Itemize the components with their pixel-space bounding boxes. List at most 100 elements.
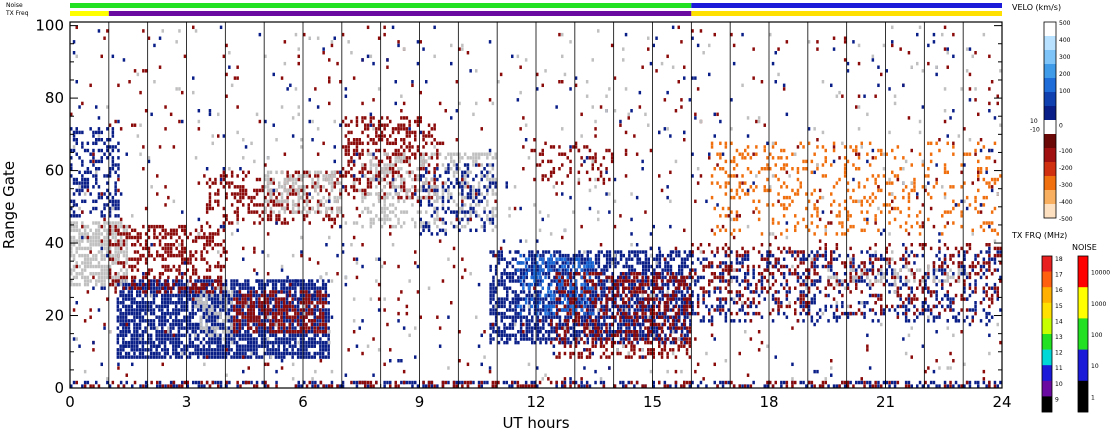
echo-cell	[422, 130, 425, 135]
echo-cell	[164, 246, 167, 251]
echo-cell	[664, 333, 667, 338]
echo-cell	[377, 159, 381, 164]
echo-cell	[316, 319, 319, 323]
echo-cell	[575, 286, 578, 290]
echo-cell	[469, 170, 472, 175]
echo-cell	[161, 264, 164, 269]
echo-cell	[686, 330, 689, 334]
echo-cell	[380, 167, 384, 171]
echo-cell	[508, 250, 512, 254]
echo-cell	[600, 333, 603, 338]
echo-cell	[161, 311, 164, 316]
echo-cell	[572, 257, 576, 261]
echo-cell	[572, 272, 576, 276]
echo-cell	[211, 290, 214, 294]
echo-cell	[361, 170, 364, 175]
echo-cell	[402, 199, 406, 204]
echo-cell	[564, 315, 567, 319]
echo-cell	[297, 188, 300, 193]
echo-cell	[169, 286, 173, 290]
echo-cell	[266, 297, 269, 301]
echo-cell	[569, 355, 572, 359]
echo-cell	[230, 279, 233, 283]
echo-cell	[202, 315, 206, 319]
echo-cell	[241, 319, 244, 323]
echo-cell	[641, 275, 644, 280]
echo-cell	[411, 217, 414, 222]
echo-cell	[138, 340, 142, 345]
echo-cell	[271, 326, 275, 330]
echo-cell	[455, 210, 459, 214]
echo-cell	[144, 308, 147, 312]
echo-cell	[636, 340, 639, 345]
echo-cell	[355, 138, 359, 142]
echo-cell	[419, 119, 422, 124]
echo-cell	[125, 235, 128, 240]
echo-cell	[610, 315, 614, 319]
echo-cell	[194, 297, 197, 301]
echo-cell	[483, 224, 486, 229]
echo-cell	[658, 297, 662, 301]
echo-cell	[70, 214, 73, 218]
echo-cell	[500, 257, 503, 261]
echo-cell	[614, 250, 617, 254]
echo-cell	[249, 311, 253, 316]
echo-cell	[294, 337, 297, 341]
echo-cell	[83, 275, 87, 280]
echo-cell	[294, 293, 297, 298]
echo-cell	[511, 297, 515, 301]
echo-cell	[302, 326, 305, 330]
echo-cell	[361, 195, 364, 200]
echo-cell	[299, 290, 303, 294]
echo-cell	[127, 311, 131, 316]
echo-cell	[558, 290, 561, 294]
echo-cell	[114, 235, 117, 240]
echo-cell	[83, 257, 87, 261]
echo-cell	[136, 293, 139, 298]
echo-cell	[291, 308, 294, 312]
echo-cell	[531, 253, 534, 258]
echo-cell	[163, 340, 167, 345]
echo-cell	[242, 188, 245, 193]
echo-cell	[553, 279, 556, 283]
echo-cell	[583, 301, 587, 305]
echo-cell	[558, 279, 561, 283]
echo-cell	[280, 279, 283, 283]
echo-cell	[539, 297, 542, 301]
echo-cell	[114, 228, 117, 233]
echo-cell	[122, 272, 126, 276]
echo-cell	[550, 337, 553, 341]
echo-cell	[414, 185, 417, 189]
echo-cell	[75, 246, 78, 251]
echo-cell	[308, 221, 311, 225]
echo-cell	[491, 188, 495, 193]
echo-cell	[252, 344, 255, 348]
echo-cell	[178, 264, 181, 269]
echo-cell	[225, 195, 228, 200]
echo-cell	[169, 268, 173, 272]
echo-cell	[141, 286, 145, 290]
echo-cell	[124, 315, 128, 319]
echo-cell	[108, 253, 112, 258]
echo-cell	[70, 224, 73, 229]
echo-cell	[414, 134, 417, 138]
echo-cell	[158, 279, 161, 283]
echo-cell	[249, 301, 253, 305]
echo-cell	[194, 311, 197, 316]
echo-cell	[202, 293, 206, 298]
echo-cell	[188, 333, 192, 338]
echo-cell	[72, 228, 76, 233]
echo-cell	[458, 217, 461, 222]
echo-cell	[308, 304, 311, 309]
echo-cell	[95, 177, 98, 182]
echo-cell	[247, 355, 250, 359]
echo-cell	[224, 319, 228, 323]
echo-cell	[305, 170, 309, 175]
echo-cell	[447, 199, 450, 204]
echo-cell	[411, 185, 414, 189]
echo-cell	[119, 333, 122, 338]
echo-cell	[199, 279, 203, 283]
echo-cell	[169, 232, 173, 236]
echo-cell	[441, 188, 445, 193]
echo-cell	[133, 311, 136, 316]
